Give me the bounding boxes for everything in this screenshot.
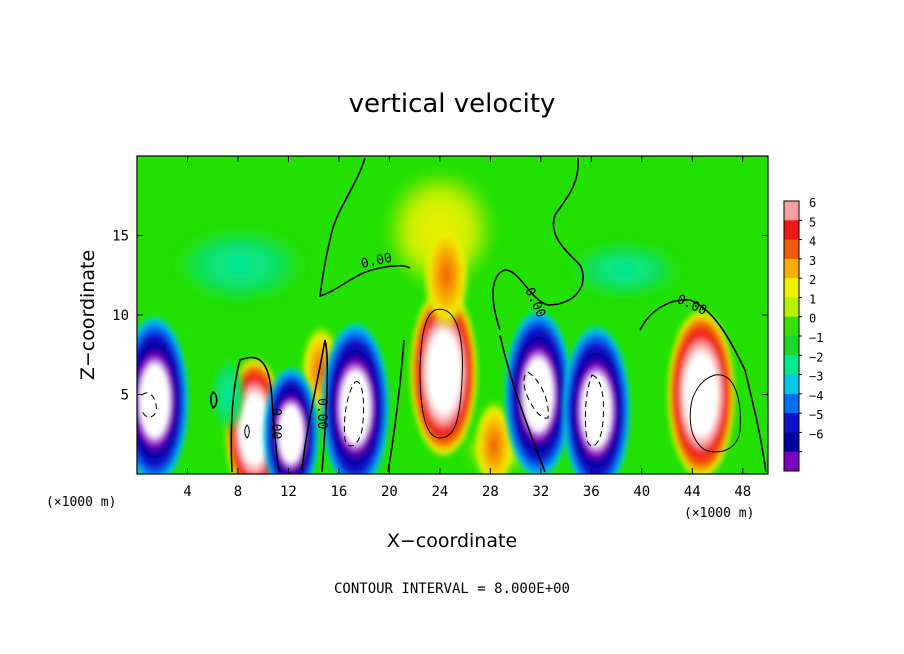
x-tick-label: 36 [583, 484, 600, 500]
colorbar-segment [784, 297, 799, 318]
plot-area: 0.00 0.00 0.00 0.00 0.00 4 8 12 16 20 24 28 32 3… [112, 155, 769, 500]
x-tick-label: 24 [431, 484, 448, 500]
colorbar-segment [784, 451, 799, 472]
colorbar-segment [784, 258, 799, 279]
updraft-cell [473, 399, 515, 474]
updraft-cell [408, 285, 479, 459]
x-axis-label: X−coordinate [387, 530, 517, 552]
zero-contour [492, 157, 584, 331]
colorbar-segment [784, 432, 799, 453]
zero-contour [499, 334, 546, 473]
zero-contour [230, 356, 281, 473]
contour-label: 0.00 [360, 251, 394, 272]
colorbar-segment [784, 355, 799, 376]
dashed-contours [141, 371, 605, 447]
colorbar-tick-label: 1 [809, 292, 816, 306]
y-axis-label: Z−coordinate [77, 250, 99, 380]
colorbar-tick-label: −4 [809, 389, 823, 403]
zero-contour [319, 157, 411, 298]
zero-contour [209, 390, 218, 410]
y-tick-label: 15 [112, 229, 129, 245]
colorbar-tick-label: −6 [809, 427, 823, 441]
x-tick-label: 16 [330, 484, 347, 500]
downdraft-cell [503, 308, 574, 474]
colorbar-segment [784, 374, 799, 395]
zero-contour [301, 339, 329, 473]
x-unit-left: (×1000 m) [46, 495, 116, 510]
updraft-cell [422, 220, 470, 331]
colorbar-segment [784, 413, 799, 433]
downdraft-contour [141, 392, 157, 418]
downdraft-cell [137, 314, 190, 474]
colorbar-segment [784, 239, 799, 260]
x-tick-label: 8 [234, 484, 242, 500]
colorbar-tick-label: 2 [809, 273, 816, 287]
updraft-cell [666, 308, 736, 474]
contour-interval-text: CONTOUR INTERVAL = 8.000E+00 [334, 581, 570, 597]
x-tick-label: 40 [633, 484, 650, 500]
field-cyan-patch [565, 240, 685, 300]
colorbar-tick-label: 0 [809, 312, 816, 326]
x-tick-label: 12 [280, 484, 297, 500]
colorbar-tick-label: −5 [809, 408, 823, 422]
downdraft-cell [320, 320, 391, 474]
chart-title: vertical velocity [349, 89, 556, 119]
updraft-contour [689, 374, 741, 453]
x-unit-right: (×1000 m) [684, 506, 754, 521]
field-cyan-patch [170, 225, 310, 305]
x-tick-label: 20 [381, 484, 398, 500]
downdraft-contour [584, 374, 605, 447]
y-tick-label: 5 [121, 388, 129, 404]
updraft-contour [419, 308, 463, 439]
downdraft-cell [561, 323, 632, 474]
zero-contour [639, 299, 767, 473]
colorbar-segment [784, 201, 799, 221]
y-tick-label: 10 [112, 308, 129, 324]
colorbar-tick-label: −3 [809, 370, 823, 384]
updraft-contour [244, 424, 250, 439]
x-tick-label: 32 [532, 484, 549, 500]
x-tick-label: 44 [684, 484, 701, 500]
velocity-cells [137, 220, 736, 474]
contour-label: 0.00 [268, 408, 283, 439]
downdraft-contour [523, 371, 549, 419]
colorbar-segment [784, 336, 799, 356]
colorbar-segment [784, 316, 799, 337]
colorbar-segment [784, 278, 799, 298]
zero-contour [387, 339, 405, 473]
colorbar-tick-label: 6 [809, 196, 816, 210]
x-tick-label: 48 [734, 484, 751, 500]
colorbar-segment [784, 220, 799, 241]
colorbar-segment [784, 393, 799, 414]
colorbar-tick-label: 4 [809, 235, 816, 249]
inner-contours [244, 308, 741, 453]
x-tick-label: 28 [482, 484, 499, 500]
colorbar-tick-label: −1 [809, 331, 823, 345]
colorbar-tick-label: 5 [809, 215, 816, 229]
downdraft-contour [343, 381, 365, 447]
contour-lines [209, 157, 767, 473]
contour-label: 0.00 [314, 398, 329, 429]
x-tick-label: 4 [183, 484, 191, 500]
colorbar-tick-label: −2 [809, 350, 823, 364]
colorbar: 6 5 4 3 2 1 0 −1 −2 −3 −4 −5 −6 [783, 196, 823, 472]
colorbar-tick-label: 3 [809, 254, 816, 268]
